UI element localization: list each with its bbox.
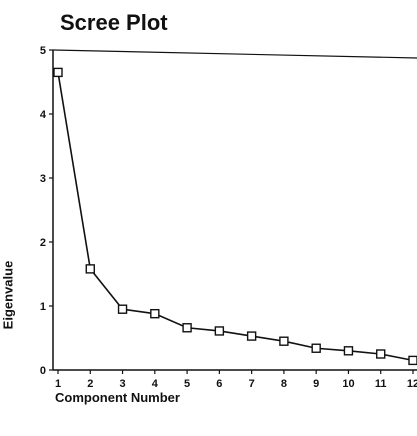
data-point-marker <box>311 343 321 353</box>
x-tick-label: 10 <box>342 378 354 390</box>
data-point-marker <box>343 346 354 356</box>
x-tick-label: 8 <box>281 378 287 390</box>
data-point-marker <box>408 355 417 366</box>
x-tick-label: 9 <box>313 378 319 390</box>
data-point-marker <box>85 264 95 274</box>
chart-title: Scree Plot <box>60 10 168 35</box>
data-point-marker <box>279 336 289 346</box>
y-tick-label: 0 <box>40 365 46 377</box>
y-tick-label: 2 <box>40 237 46 249</box>
y-tick-label: 5 <box>40 45 46 57</box>
data-point-marker <box>214 326 225 336</box>
x-tick-label: 5 <box>184 378 190 390</box>
x-tick-label: 3 <box>119 378 125 390</box>
x-axis-label: Component Number <box>55 390 180 405</box>
data-point-marker <box>182 323 192 333</box>
data-point-marker <box>246 331 257 341</box>
x-tick-label: 4 <box>152 378 159 390</box>
x-tick-label: 6 <box>216 378 222 390</box>
top-border-line <box>52 49 417 59</box>
data-point-marker <box>376 349 386 359</box>
y-tick-label: 3 <box>40 173 46 185</box>
x-tick-label: 12 <box>407 378 417 390</box>
series-line <box>57 72 414 362</box>
y-tick-label: 1 <box>40 301 46 313</box>
x-tick-label: 2 <box>87 378 93 390</box>
y-tick-label: 4 <box>40 109 47 121</box>
data-point-marker <box>150 308 160 319</box>
x-tick-label: 11 <box>375 378 387 390</box>
x-tick-label: 7 <box>249 378 255 390</box>
x-tick-label: 1 <box>55 378 61 390</box>
data-point-marker <box>117 304 128 314</box>
data-point-marker <box>53 67 63 78</box>
